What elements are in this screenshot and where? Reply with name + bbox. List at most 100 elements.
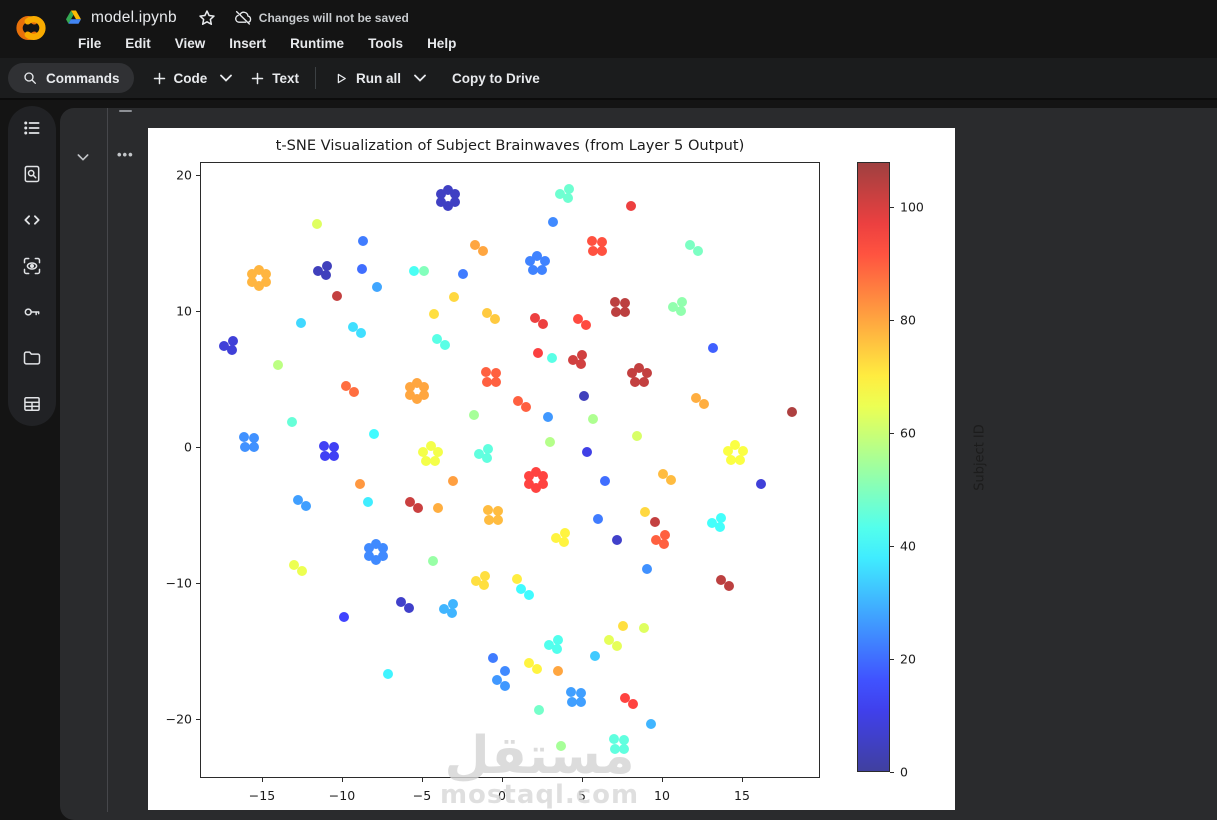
scatter-point	[548, 216, 559, 227]
collapse-output-chevron-icon[interactable]	[75, 149, 91, 165]
menu-insert[interactable]: Insert	[229, 36, 267, 51]
scatter-point	[706, 518, 717, 528]
scatter-point	[301, 501, 312, 512]
plot-title: t-SNE Visualization of Subject Brainwave…	[275, 137, 745, 154]
scatter-point	[246, 269, 257, 279]
x-tick-mark	[742, 778, 743, 782]
scatter-point	[735, 454, 746, 465]
scatter-point	[313, 266, 323, 277]
y-tick-mark	[196, 311, 200, 312]
scatter-point	[550, 532, 561, 543]
scatter-point	[619, 297, 630, 308]
add-text-button[interactable]: Text	[250, 71, 299, 86]
scatter-point	[447, 608, 458, 619]
menu-runtime[interactable]: Runtime	[290, 36, 345, 51]
menu-tools[interactable]: Tools	[368, 36, 404, 51]
data-table-icon[interactable]	[22, 394, 42, 414]
scatter-point	[489, 314, 500, 325]
scatter-point	[552, 666, 563, 677]
scatter-point	[668, 302, 679, 313]
colorbar-tick-mark	[890, 546, 894, 548]
menu-view[interactable]: View	[174, 36, 206, 51]
scatter-point	[411, 394, 422, 405]
star-icon[interactable]	[197, 8, 217, 28]
notebook-filename[interactable]: model.ipynb	[91, 9, 177, 26]
colab-logo-icon[interactable]	[10, 8, 52, 48]
scatter-point	[354, 478, 365, 489]
scatter-point	[370, 555, 381, 566]
scatter-point	[348, 322, 359, 333]
scatter-point	[714, 522, 725, 532]
scatter-point	[582, 446, 593, 457]
scatter-point	[240, 441, 251, 452]
scrollbar-thumb[interactable]	[119, 110, 132, 112]
scatter-point	[260, 277, 271, 287]
plus-icon	[250, 71, 265, 86]
scatter-point	[487, 653, 498, 663]
y-tick-mark	[196, 583, 200, 584]
scatter-point	[626, 201, 636, 212]
table-of-contents-icon[interactable]	[22, 118, 42, 138]
cell-more-actions-button[interactable]: •••	[117, 147, 134, 162]
scatter-point	[572, 313, 583, 324]
scatter-point	[418, 382, 429, 393]
x-tick-mark	[582, 778, 583, 782]
scatter-point	[639, 506, 650, 517]
scatter-point	[532, 250, 543, 261]
menu-edit[interactable]: Edit	[125, 36, 151, 51]
scatter-point	[409, 265, 420, 276]
scatter-point	[328, 442, 339, 453]
variable-inspector-icon[interactable]	[22, 256, 42, 276]
scatter-point	[524, 658, 534, 669]
scatter-point	[370, 539, 381, 550]
secrets-icon[interactable]	[22, 302, 42, 322]
files-icon[interactable]	[22, 348, 42, 368]
run-all-button[interactable]: Run all	[334, 71, 426, 86]
scatter-point	[554, 188, 565, 199]
scatter-point	[592, 513, 603, 524]
scatter-point	[296, 566, 307, 577]
scatter-point	[646, 718, 657, 729]
scatter-point	[491, 376, 501, 387]
scatter-point	[474, 449, 485, 460]
scatter-point	[676, 306, 687, 317]
scatter-point	[698, 398, 709, 409]
scatter-point	[318, 441, 329, 452]
scatter-point	[531, 483, 542, 494]
x-tick-label: 15	[734, 788, 750, 803]
scatter-point	[632, 431, 643, 442]
add-code-button[interactable]: Code	[152, 71, 233, 86]
chevron-down-icon[interactable]	[220, 74, 233, 82]
copy-to-drive-button[interactable]: Copy to Drive	[452, 71, 540, 86]
scatter-point	[377, 543, 388, 554]
chevron-down-icon[interactable]	[414, 74, 426, 82]
scatter-point	[629, 377, 640, 388]
menu-help[interactable]: Help	[427, 36, 457, 51]
play-icon	[334, 71, 349, 86]
menu-file[interactable]: File	[78, 36, 102, 51]
code-snippets-icon[interactable]	[22, 210, 42, 230]
scatter-point	[651, 534, 661, 545]
plus-icon	[152, 71, 167, 86]
scatter-point	[481, 366, 491, 377]
scatter-point	[331, 291, 342, 302]
x-tick-mark	[422, 778, 423, 782]
scatter-point	[537, 265, 548, 276]
scatter-point	[295, 318, 306, 329]
scatter-point	[725, 454, 736, 465]
notebook-toolbar: Commands Code Text Run all	[0, 58, 1217, 100]
scatter-point	[587, 236, 597, 247]
scatter-point	[523, 589, 534, 600]
scatter-point	[272, 360, 283, 371]
scatter-point	[253, 281, 264, 291]
commands-button[interactable]: Commands	[8, 63, 134, 93]
scatter-point	[639, 622, 650, 633]
scatter-point	[575, 688, 586, 699]
scatter-point	[339, 612, 350, 623]
scatter-point	[420, 455, 431, 466]
scatter-point	[543, 411, 554, 422]
scatter-point	[448, 476, 459, 487]
find-and-replace-icon[interactable]	[22, 164, 42, 184]
scatter-point	[321, 270, 331, 281]
